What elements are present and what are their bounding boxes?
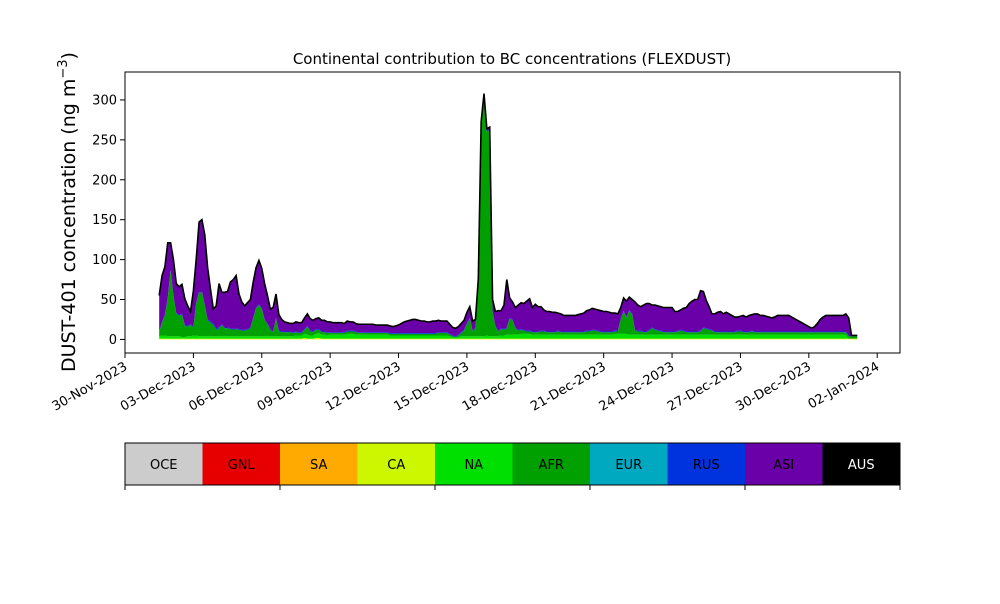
y-tick-label: 200 <box>92 173 117 188</box>
y-tick-label: 50 <box>100 293 117 308</box>
plot-frame <box>124 71 901 354</box>
y-tick-label: 100 <box>92 253 117 268</box>
colorbar-swatch-aus <box>822 443 901 485</box>
y-tick-label: 150 <box>92 213 117 228</box>
x-tick-label: 12-Dec-2023 <box>323 359 403 414</box>
y-axis: 0 50 100 150 200 250 300 <box>92 93 125 348</box>
x-tick-label: 15-Dec-2023 <box>392 359 472 414</box>
x-tick-label: 27-Dec-2023 <box>665 359 745 414</box>
x-tick-label: 30-Dec-2023 <box>733 359 813 414</box>
x-tick-label: 09-Dec-2023 <box>255 359 335 414</box>
x-tick-label: 21-Dec-2023 <box>528 359 608 414</box>
colorbar-label-na: NA <box>464 458 483 473</box>
x-tick-label: 03-Dec-2023 <box>118 359 198 414</box>
x-tick-label: 18-Dec-2023 <box>460 359 540 414</box>
colorbar-label-afr: AFR <box>539 458 564 473</box>
region-colorbar: OCE GNL SA CA NA AFR EUR RUS ASI AUS <box>124 442 901 490</box>
y-tick-label: 250 <box>92 133 117 148</box>
colorbar-swatch-na <box>435 443 513 485</box>
colorbar-swatch-gnl <box>202 443 281 485</box>
colorbar-swatch-sa <box>280 443 358 485</box>
colorbar-swatch-afr <box>512 443 591 485</box>
area-na <box>159 333 858 339</box>
colorbar-label-oce: OCE <box>150 458 178 473</box>
colorbar-frame <box>124 442 901 486</box>
colorbar-label-rus: RUS <box>693 458 720 473</box>
chart-title: Continental contribution to BC concentra… <box>293 50 731 68</box>
x-tick-label: 02-Jan-2024 <box>806 359 883 412</box>
plot-areas <box>159 93 858 340</box>
colorbar-swatch-rus <box>667 443 746 485</box>
colorbar-swatch-asi <box>745 443 823 485</box>
colorbar-label-gnl: GNL <box>228 458 256 473</box>
y-tick-label: 300 <box>92 93 117 108</box>
y-axis-label: DUST-401 concentration (ng m−3) <box>56 52 80 372</box>
area-asi <box>159 93 858 337</box>
colorbar-swatch-ca <box>357 443 436 485</box>
colorbar-swatch-oce <box>125 443 203 485</box>
colorbar-label-eur: EUR <box>615 458 642 473</box>
colorbar-swatch-eur <box>590 443 668 485</box>
x-axis: 30-Nov-202303-Dec-202306-Dec-202309-Dec-… <box>50 353 882 415</box>
colorbar-label-sa: SA <box>310 458 327 473</box>
y-tick-label: 0 <box>109 333 117 348</box>
colorbar-label-ca: CA <box>387 458 405 473</box>
x-tick-label: 24-Dec-2023 <box>597 359 677 414</box>
total-concentration-line <box>158 93 858 337</box>
colorbar-label-asi: ASI <box>773 458 794 473</box>
colorbar-label-aus: AUS <box>848 458 875 473</box>
x-tick-label: 06-Dec-2023 <box>186 359 266 414</box>
